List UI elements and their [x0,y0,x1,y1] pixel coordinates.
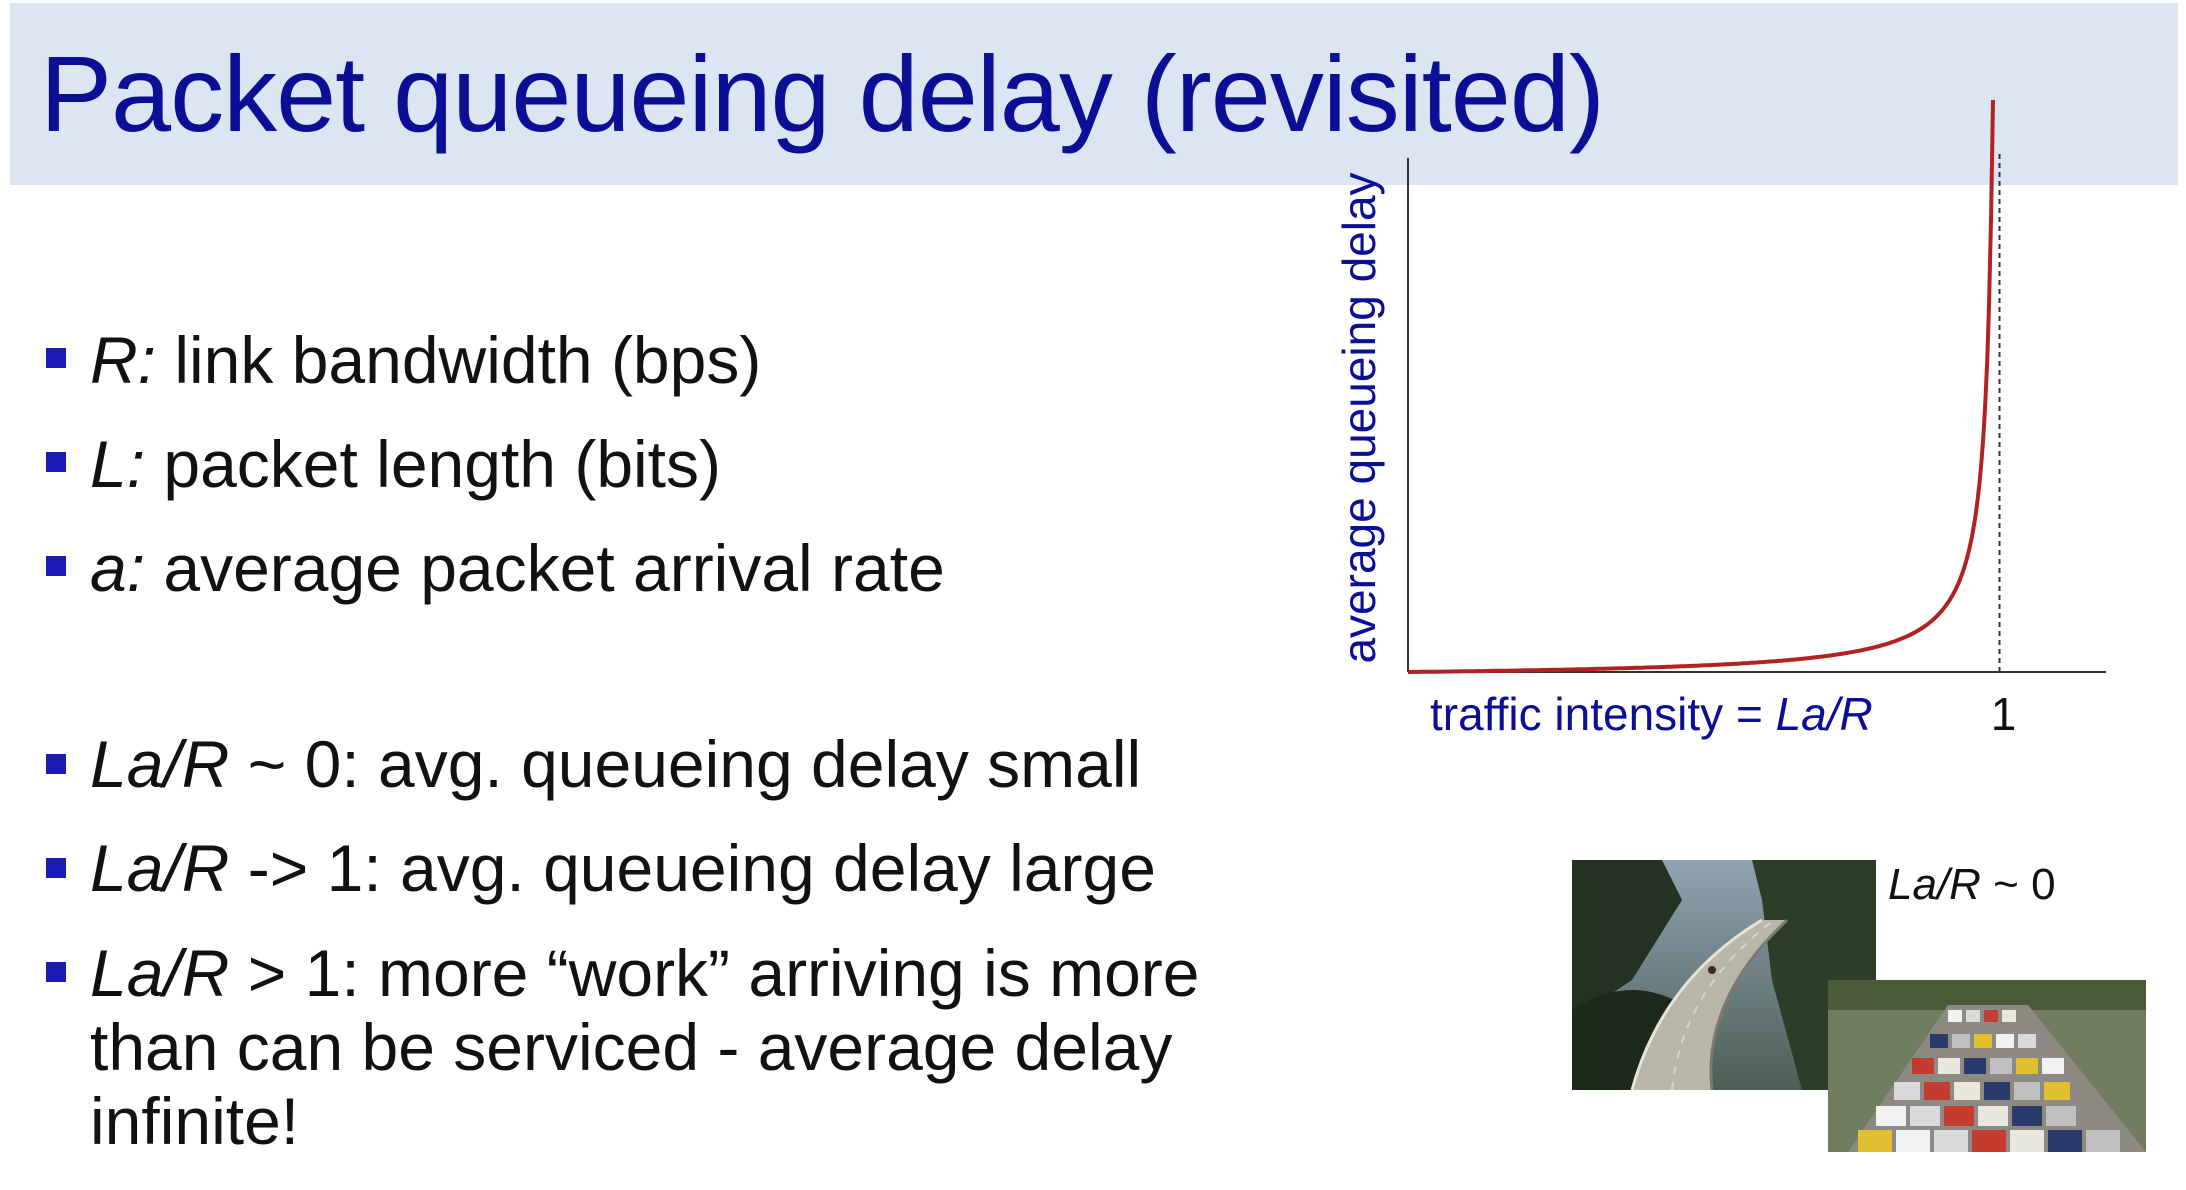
x-axis-label-prefix: traffic intensity = [1430,688,1776,740]
case-symbol: La/R [90,831,230,905]
traffic-jam-photo [1828,980,2146,1152]
car-shape [2048,1130,2082,1152]
x-axis-label: traffic intensity = La/R [1430,688,1873,740]
car-shape [1934,1130,1968,1152]
x-tick-label: 1 [1991,688,2017,740]
car-shape [1964,1058,1986,1074]
car-shape [1952,1034,1970,1048]
definition-symbol: R: [90,323,156,397]
photo-caption-var: La/R [1888,860,1981,909]
case-text: -> 1: avg. queueing delay large [229,831,1156,905]
car-shape [1974,1034,1992,1048]
definition-text: packet length (bits) [145,427,721,501]
car-shape [2002,1010,2016,1022]
car-shape [2014,1082,2040,1100]
title-bar: Packet queueing delay (revisited) [10,3,2178,185]
car-shape [1912,1058,1934,1074]
photo-caption: La/R ~ 0 [1888,860,2056,910]
photo-caption-text: ~ 0 [1980,860,2056,909]
y-axis-label: average queueing delay [1333,172,1385,663]
car-shape [1876,1106,1906,1126]
car-shape [1894,1082,1920,1100]
definition-item: L: packet length (bits) [46,424,945,528]
car-shape [2042,1058,2064,1074]
car-shape [2086,1130,2120,1152]
car-shape [1984,1010,1998,1022]
case-text: ~ 0: avg. queueing delay small [229,727,1142,801]
case-symbol: La/R [90,936,230,1010]
definition-item: a: average packet arrival rate [46,528,945,632]
car-shape [1954,1082,1980,1100]
definition-item: R: link bandwidth (bps) [46,320,945,424]
car-shape [1944,1106,1974,1126]
car-shape [1910,1106,1940,1126]
car-shape [1972,1130,2006,1152]
definitions-list: R: link bandwidth (bps) L: packet length… [46,320,945,632]
slide-title: Packet queueing delay (revisited) [40,33,1605,154]
traffic-photos: La/R ~ 0 [1572,860,2152,1152]
car-shape [1990,1058,2012,1074]
car-shape [1858,1130,1892,1152]
case-symbol: La/R [90,727,230,801]
car-shape [2046,1106,2076,1126]
case-item: La/R > 1: more “work” arriving is more t… [46,936,1240,1158]
car-shape [1966,1010,1980,1022]
definition-text: link bandwidth (bps) [156,323,762,397]
car-shape [2012,1106,2042,1126]
case-text: > 1: more “work” arriving is more than c… [90,936,1200,1158]
car-shape [2044,1082,2070,1100]
case-item: La/R -> 1: avg. queueing delay large [46,832,1240,904]
car-shape [1938,1058,1960,1074]
case-item: La/R ~ 0: avg. queueing delay small [46,728,1240,800]
car-shape [2016,1058,2038,1074]
delay-curve [1408,99,1995,674]
car-shape [1996,1034,2014,1048]
x-axis-label-var: La/R [1776,688,1873,740]
car-shape [2018,1034,2036,1048]
car-shape [1924,1082,1950,1100]
definition-text: average packet arrival rate [145,531,945,605]
cases-list: La/R ~ 0: avg. queueing delay small La/R… [46,728,1240,1190]
car-shape [1948,1010,1962,1022]
queueing-delay-chart: average queueing delay traffic intensity… [1333,99,2106,740]
car-shape [1896,1130,1930,1152]
car-shape [2010,1130,2044,1152]
definition-symbol: a: [90,531,146,605]
car-shape [1930,1034,1948,1048]
car-shape [1978,1106,2008,1126]
definition-symbol: L: [90,427,146,501]
car-shape [1984,1082,2010,1100]
